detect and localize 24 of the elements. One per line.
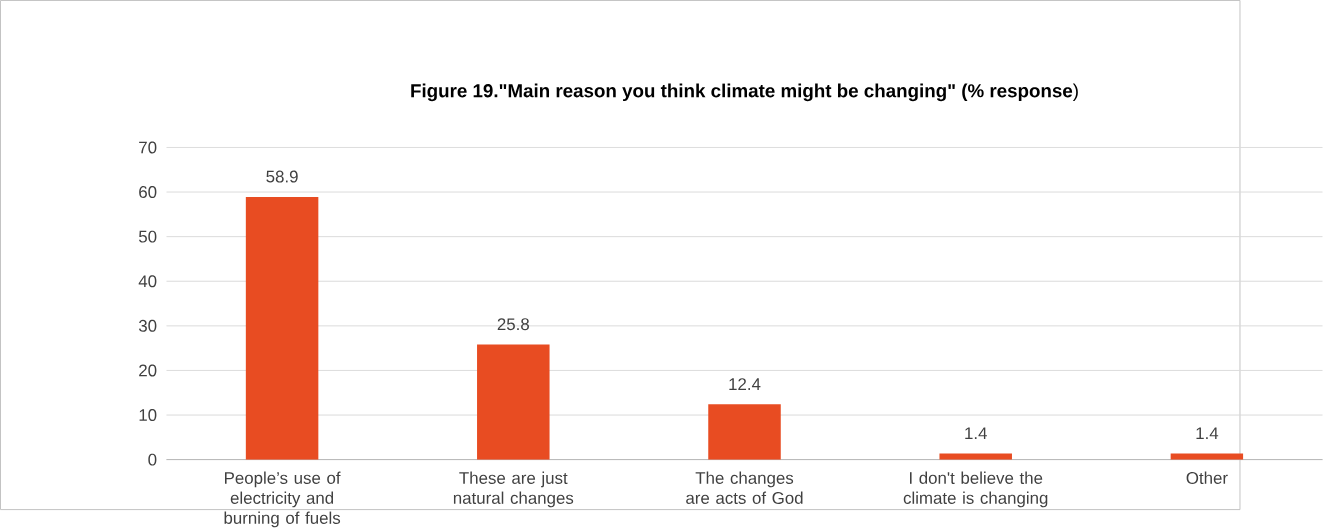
bar: [708, 404, 781, 460]
bar: [477, 344, 550, 460]
y-tick-label: 40: [138, 275, 157, 287]
x-tick-label: I don't believe the climate is changing: [903, 471, 1048, 508]
y-tick-label: 70: [139, 141, 157, 154]
bar: [245, 196, 319, 460]
y-tick-label: 10: [139, 408, 157, 421]
y-tick-label: 60: [139, 185, 157, 198]
bar: [939, 453, 1012, 460]
x-tick-label: People’s use of electricity and burning of fuels: [224, 471, 341, 528]
x-tick-label: Other: [1186, 471, 1228, 484]
x-tick-label: The changes are acts of God: [686, 471, 803, 504]
data-label: 25.8: [497, 317, 529, 330]
chart-title: Figure 19."Main reason you think climate might be changing" (% response): [411, 83, 1078, 101]
x-tick-label: These are just natural changes: [453, 471, 574, 508]
y-tick-label: 30: [138, 319, 157, 332]
bar: [1170, 453, 1244, 460]
data-label: 58.9: [266, 170, 298, 183]
data-label: 12.4: [729, 377, 761, 390]
data-label: 1.4: [1196, 427, 1219, 439]
y-tick-label: 0: [148, 453, 157, 466]
y-tick-label: 50: [138, 230, 157, 243]
y-tick-label: 20: [139, 364, 157, 377]
data-label: 1.4: [965, 427, 987, 439]
